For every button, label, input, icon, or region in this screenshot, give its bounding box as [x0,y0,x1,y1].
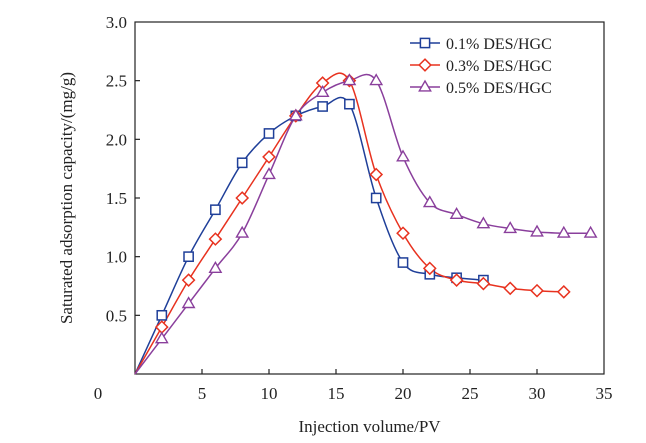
series-0-5pct-point [208,260,223,273]
series-0-3pct-point [503,281,518,296]
series-0-3pct-point [530,283,544,298]
x-tick-label: 15 [328,384,345,403]
series-0-3pct-point [396,226,410,241]
series-0-1pct-point [156,309,168,321]
y-tick-label: 1.0 [106,248,127,267]
y-tick-label: 0.5 [106,306,127,325]
series-0-3pct-point [422,261,437,276]
series-0-1pct-point [397,257,409,268]
x-tick-label: 0 [94,384,103,403]
series-0-1pct-line [134,96,484,375]
series-0-1pct-point [236,157,248,169]
series-0-1pct-point [210,204,221,216]
series-0-3pct-line [134,72,564,375]
y-tick-label: 2.5 [106,72,127,91]
x-tick-label: 20 [395,384,412,403]
series-0-5pct-point [315,84,330,98]
series-0-3pct-point [556,285,571,299]
series-0-3pct-point [235,191,250,205]
x-tick-label: 25 [462,384,479,403]
y-tick-label: 3.0 [106,13,127,32]
series-0-5pct-point [476,216,491,229]
x-axis-title: Injection volume/PV [298,417,441,436]
series-0-3pct-point [262,150,276,164]
legend-label-series-0-1pct: 0.1% DES/HGC [446,36,552,53]
series-0-5pct-point [503,221,518,234]
y-tick-label: 2.0 [106,130,127,149]
series-0-5pct-point [449,207,464,220]
x-tick-label: 5 [198,384,207,403]
series-0-5pct-point [262,167,276,180]
legend-label-series-0-5pct: 0.5% DES/HGC [446,80,552,97]
x-tick-label: 10 [261,384,278,403]
series-0-5pct-point [154,331,169,344]
legend-marker-series-0-3pct [418,58,432,72]
series-0-3pct-point [208,232,223,246]
series-0-1pct-point [344,98,355,110]
series-0-5pct-point [422,195,437,208]
x-tick-label: 30 [529,384,546,403]
y-tick-label: 1.5 [106,189,127,208]
series-0-3pct-point [449,273,464,287]
series-0-5pct-point [181,296,196,309]
series-0-1pct-point [183,251,194,263]
series-0-5pct-point [342,73,357,86]
series-0-1pct-point [370,192,382,204]
series-0-3pct-point [369,167,384,182]
series-0-5pct-point [288,108,303,121]
series-0-5pct-point [369,73,384,86]
series-0-5pct-point [583,225,598,238]
series-0-1pct-point [317,101,328,112]
legend-marker-series-0-1pct [419,37,431,49]
series-0-3pct-point [476,276,491,291]
legend-label-series-0-3pct: 0.3% DES/HGC [446,58,552,75]
series-0-3pct-point [181,273,196,287]
series-0-5pct-point [235,225,250,238]
series-0-5pct-point [530,224,544,237]
series-0-5pct-point [396,149,410,162]
x-tick-label: 35 [596,384,613,403]
series-0-5pct-line [134,73,591,375]
legend-marker-series-0-5pct [418,79,432,92]
legend: 0.1% DES/HGC 0.3% DES/HGC 0.5% DES/HGC [410,36,552,97]
y-axis-title: Saturated adsorption capacity/(mg/g) [57,72,76,324]
series-0-5pct-point [556,225,571,238]
series-0-1pct-point [263,128,275,139]
